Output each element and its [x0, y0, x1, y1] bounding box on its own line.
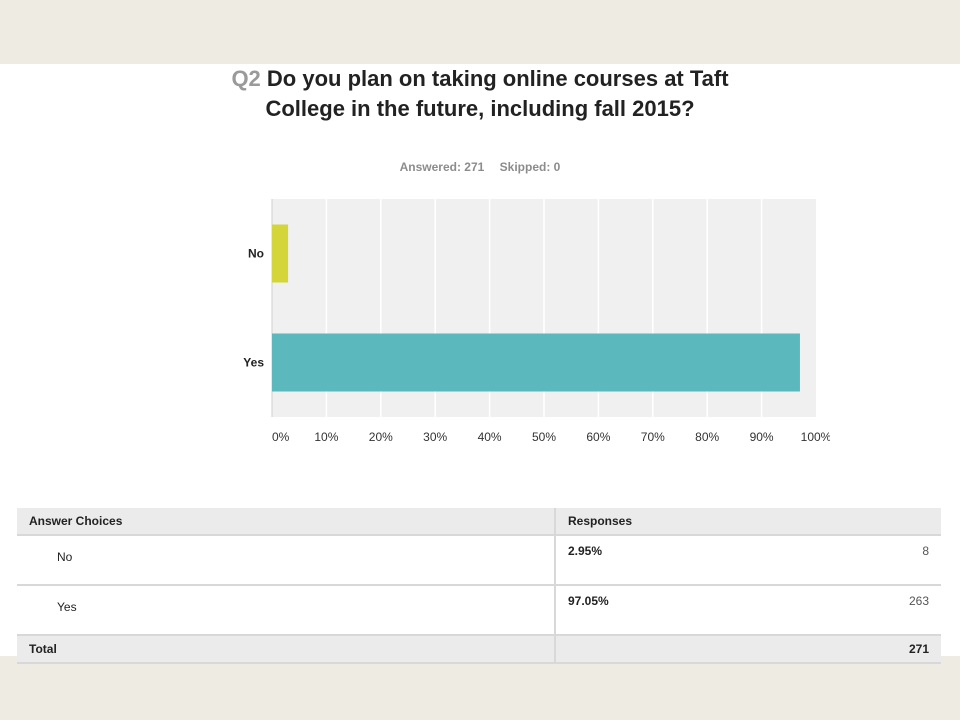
answered-count: Answered: 271 [399, 160, 485, 174]
y-category-label: No [248, 247, 264, 261]
bar-chart: 0% 10% 20% 30% 40% 50% 60% 70% 80% 90% 100% No Yes [243, 199, 830, 444]
x-tick-label: 60% [586, 430, 610, 444]
header-answer-choices: Answer Choices [17, 508, 556, 536]
question-number: Q2 [231, 66, 261, 91]
x-tick-label: 70% [641, 430, 665, 444]
x-tick-label: 50% [532, 430, 556, 444]
skipped-count: Skipped: 0 [499, 160, 561, 174]
x-tick-label: 80% [695, 430, 719, 444]
question-text: Do you plan on taking online courses at … [265, 66, 729, 121]
x-tick-label: 30% [423, 430, 447, 444]
total-spacer [555, 635, 814, 664]
x-tick-label: 0% [272, 430, 290, 444]
responses-table: Answer Choices Responses No 2.95% 8 Yes … [17, 508, 941, 664]
row-choice: No [17, 535, 556, 586]
row-percent: 97.05% [555, 585, 814, 636]
total-value: 271 [813, 635, 941, 664]
row-count: 263 [813, 585, 941, 636]
header-count [813, 508, 941, 536]
table-header-row: Answer Choices Responses [17, 508, 941, 536]
row-percent: 2.95% [555, 535, 814, 586]
x-tick-label: 10% [314, 430, 338, 444]
x-tick-label: 20% [369, 430, 393, 444]
header-responses: Responses [555, 508, 814, 536]
x-tick-label: 40% [478, 430, 502, 444]
table-row: Yes 97.05% 263 [17, 585, 941, 636]
row-choice: Yes [17, 585, 556, 636]
x-tick-label: 100% [801, 430, 830, 444]
table-total-row: Total 271 [17, 635, 941, 664]
table-row: No 2.95% 8 [17, 535, 941, 586]
bar-no [272, 224, 289, 283]
y-category-label: Yes [243, 356, 264, 370]
total-label: Total [17, 635, 556, 664]
x-tick-label: 90% [750, 430, 774, 444]
row-count: 8 [813, 535, 941, 586]
question-title: Q2 Do you plan on taking online courses … [230, 64, 730, 124]
bar-yes [272, 333, 800, 392]
response-summary: Answered: 271 Skipped: 0 [330, 160, 630, 174]
